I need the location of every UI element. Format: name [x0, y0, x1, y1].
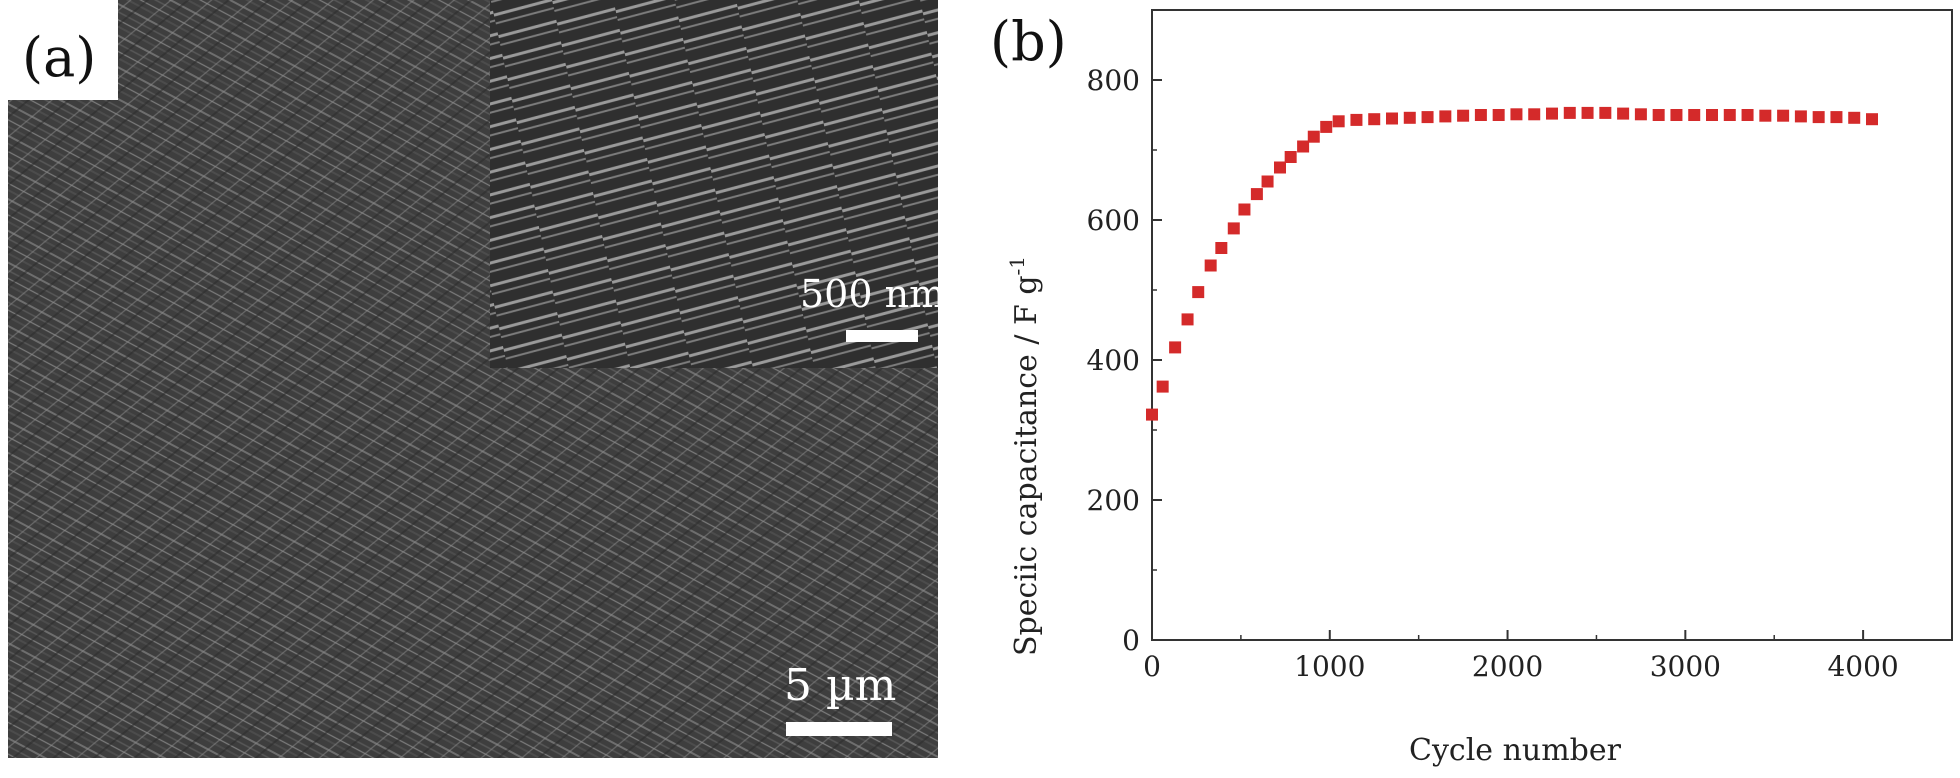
- panel-a: (a) 500 nm 5 µm: [0, 0, 945, 758]
- data-point: [1510, 108, 1523, 121]
- data-point: [1421, 111, 1434, 124]
- data-point: [1634, 108, 1647, 121]
- data-point: [1777, 109, 1790, 122]
- data-point: [1204, 259, 1217, 272]
- data-point: [1156, 380, 1169, 393]
- data-point: [1492, 109, 1505, 121]
- data-point: [1794, 110, 1807, 123]
- data-point: [1830, 111, 1843, 124]
- data-point: [1320, 120, 1333, 133]
- x-tick-label: 2000: [1472, 650, 1543, 683]
- chart-marks: [1146, 106, 1878, 421]
- data-point: [1848, 111, 1861, 124]
- data-point: [1350, 113, 1363, 126]
- data-point: [1706, 109, 1718, 121]
- chart-axes: 0 1000 2000 3000 4000 0 200 400 600 800: [1087, 9, 1953, 683]
- data-point: [1581, 106, 1594, 119]
- y-axis-label-superscript: -1: [1005, 256, 1029, 275]
- data-point: [1386, 112, 1398, 125]
- inset-micrograph: [490, 0, 938, 368]
- y-tick-label: 600: [1087, 204, 1140, 237]
- data-point: [1617, 107, 1630, 120]
- panel-a-label-box: [0, 0, 118, 100]
- y-tick-label: 0: [1122, 624, 1140, 657]
- data-point: [1332, 115, 1345, 128]
- x-axis-label: Cycle number: [1409, 733, 1622, 768]
- main-scale-bar-label: 5 µm: [784, 660, 896, 711]
- data-point: [1307, 130, 1320, 143]
- data-point: [1866, 113, 1878, 126]
- data-point: [1146, 408, 1158, 421]
- data-point: [1439, 110, 1452, 123]
- data-point: [1284, 151, 1297, 163]
- panel-a-label: (a): [22, 26, 96, 89]
- data-point: [1403, 111, 1416, 124]
- x-tick-label: 4000: [1827, 650, 1898, 683]
- data-point: [1169, 341, 1182, 354]
- y-tick-label: 200: [1087, 484, 1140, 517]
- y-axis-label: Speciic capacitance / F g-1: [1005, 256, 1044, 656]
- data-point: [1670, 109, 1683, 121]
- data-point: [1274, 161, 1286, 174]
- plot-frame: [1151, 9, 1953, 641]
- data-point: [1723, 109, 1736, 121]
- main-scale-bar: [786, 722, 892, 736]
- data-point: [1181, 313, 1194, 326]
- y-tick-label: 800: [1087, 64, 1140, 97]
- data-point: [1652, 109, 1665, 121]
- data-point: [1599, 106, 1612, 119]
- data-point: [1474, 109, 1487, 121]
- x-tick-label: 3000: [1650, 650, 1721, 683]
- data-point: [1227, 222, 1240, 235]
- x-tick-label: 0: [1143, 650, 1161, 683]
- x-tick-label: 1000: [1294, 650, 1365, 683]
- data-point: [1457, 109, 1470, 122]
- data-point: [1688, 109, 1701, 121]
- data-point: [1368, 113, 1381, 126]
- data-point: [1812, 111, 1825, 124]
- panel-b: (b) 0 1000 2000 3000 4000 0 200 400 600 800 Cycle…: [990, 9, 1953, 768]
- inset-scale-bar: [846, 330, 918, 342]
- data-point: [1250, 188, 1263, 201]
- y-axis-label-main: Speciic capacitance / F g: [1009, 275, 1044, 656]
- inset-scale-bar-label: 500 nm: [800, 272, 945, 316]
- y-tick-label: 400: [1087, 344, 1140, 377]
- data-point: [1759, 109, 1772, 122]
- data-point: [1297, 140, 1310, 153]
- data-point: [1238, 203, 1251, 216]
- data-point: [1741, 109, 1754, 121]
- data-point: [1192, 286, 1205, 299]
- data-point: [1215, 242, 1228, 254]
- panel-b-label: (b): [990, 10, 1067, 73]
- data-point: [1528, 108, 1541, 121]
- data-point: [1261, 175, 1274, 188]
- data-point: [1546, 107, 1558, 120]
- data-point: [1563, 106, 1576, 119]
